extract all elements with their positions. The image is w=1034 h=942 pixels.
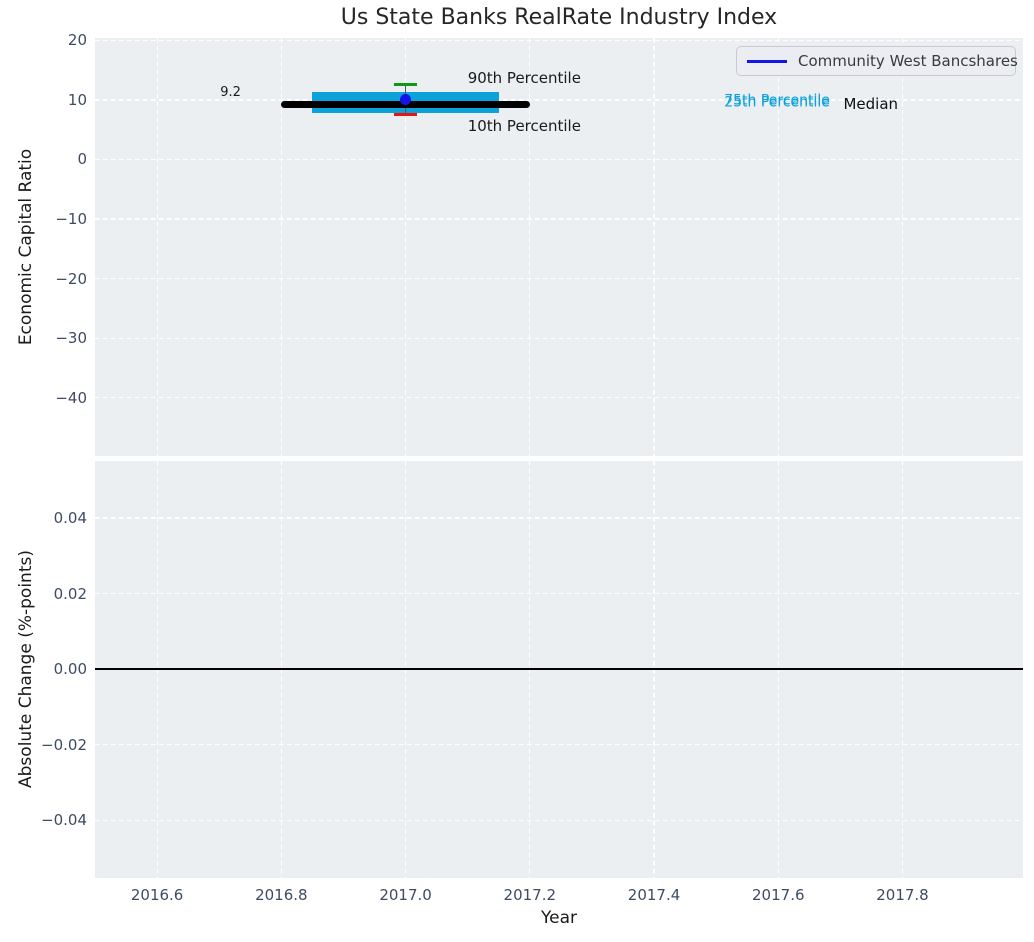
x-tick-label: 2016.8	[255, 886, 308, 904]
zero-line	[95, 668, 1023, 671]
company-data-point	[400, 94, 412, 106]
gridline-h	[95, 218, 1023, 220]
annotation-9-2: 9.2	[220, 84, 241, 100]
gridline-h	[95, 158, 1023, 161]
legend-line-swatch	[747, 59, 787, 63]
y-tick-label: 0.04	[53, 509, 87, 528]
gridline-v	[156, 38, 158, 456]
x-tick-label: 2017.0	[379, 886, 432, 904]
y-tick-label: 20	[67, 31, 87, 50]
p90-cap	[394, 82, 417, 86]
p10-cap	[394, 112, 417, 116]
x-tick-label: 2017.2	[503, 886, 557, 904]
annotation-25th-percentile: 25th Percentile	[724, 93, 830, 110]
annotation-90th-percentile: 90th Percentile	[467, 68, 581, 87]
gridline-h	[95, 744, 1023, 746]
y-tick-label: −40	[55, 388, 87, 407]
gridline-v	[901, 38, 904, 456]
x-tick-label: 2017.4	[627, 886, 681, 904]
top-plot-area: 9.2 90th Percentile 10th Percentile 75th Pe…	[95, 38, 1023, 456]
gridline-v	[653, 38, 655, 456]
bottom-plot-area	[95, 461, 1023, 878]
gridline-v	[280, 38, 282, 456]
gridline-h	[95, 517, 1023, 519]
annotation-10th-percentile: 10th Percentile	[467, 116, 581, 135]
gridline-h	[95, 397, 1023, 399]
y-tick-label: 0	[77, 150, 87, 169]
x-tick-label: 2017.8	[876, 886, 929, 904]
chart-title: Us State Banks RealRate Industry Index	[340, 5, 778, 30]
x-axis-label: Year	[541, 908, 577, 928]
y-tick-label: −30	[55, 329, 87, 348]
y-tick-label: −0.02	[41, 735, 87, 754]
gridline-h	[95, 819, 1023, 821]
x-tick-label: 2017.6	[752, 886, 805, 904]
y-tick-label: 0.00	[53, 660, 87, 679]
gridline-v	[529, 38, 531, 456]
gridline-h	[95, 99, 1023, 101]
y-tick-label: 10	[67, 90, 87, 109]
legend: Community West Bancshares	[736, 46, 1018, 76]
y-tick-label: −0.04	[41, 811, 87, 830]
gridline-h	[95, 277, 1023, 280]
gridline-h	[95, 337, 1023, 339]
annotation-75th-percentile: 75th Percentile	[724, 91, 830, 108]
legend-label: Community West Bancshares	[798, 52, 1018, 70]
annotation-median: Median	[843, 95, 899, 114]
x-tick-label: 2016.6	[130, 886, 184, 904]
gridline-h	[95, 39, 1023, 41]
top-y-axis-label: Economic Capital Ratio	[16, 148, 36, 346]
gridline-v	[404, 38, 407, 456]
gridline-h	[95, 592, 1023, 595]
y-tick-label: −20	[55, 269, 87, 288]
y-tick-label: −10	[55, 210, 87, 228]
gridline-v	[777, 38, 779, 456]
y-tick-label: 0.02	[53, 584, 87, 603]
